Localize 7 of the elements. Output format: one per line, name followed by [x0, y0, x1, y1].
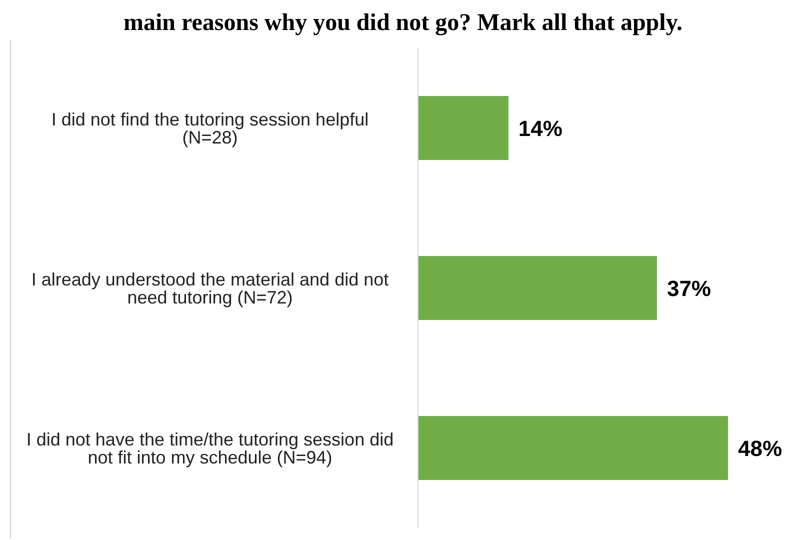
chart-title: main reasons why you did not go? Mark all that apply.	[122, 9, 684, 38]
data-label: 37%	[666, 276, 712, 301]
data-label: 14%	[518, 116, 562, 141]
y-tick-label: I did not find the tutoring session helpful (N=28)	[51, 109, 369, 148]
y-tick-label: I did not have the time/the tutoring session did not fit into my schedule (N=94)	[26, 429, 394, 468]
data-label: 48%	[738, 436, 782, 461]
y-tick-label: I already understood the material and did not need tutoring (N=72)	[31, 269, 389, 308]
